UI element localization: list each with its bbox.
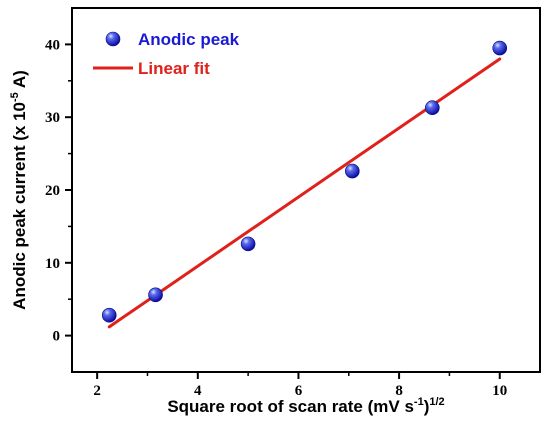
legend-marker-anodic-peak — [105, 31, 121, 47]
y-axis-label-prefix: Anodic peak current (x 10 — [10, 102, 29, 310]
y-axis-label-suffix: A) — [10, 70, 29, 92]
legend: Anodic peak Linear fit — [93, 30, 240, 78]
data-point — [344, 163, 360, 179]
y-axis-label-sup: -5 — [9, 92, 21, 102]
fit-line-layer — [107, 57, 502, 329]
y-tick-label: 20 — [45, 183, 60, 199]
y-axis-label: Anodic peak current (x 10-5 A) — [9, 70, 29, 310]
x-tick-label: 10 — [492, 383, 507, 399]
data-point — [148, 287, 163, 303]
y-tick-label: 40 — [45, 37, 60, 53]
x-tick-label: 4 — [194, 383, 202, 399]
data-point — [492, 40, 508, 56]
x-axis-label-sup2: 1/2 — [429, 396, 444, 408]
axis-ticks: 2 4 6 8 10 0 10 20 30 40 — [45, 37, 507, 399]
y-tick-label: 30 — [45, 110, 60, 126]
y-tick-label: 10 — [45, 256, 60, 272]
linear-fit-line — [107, 57, 502, 329]
x-tick-label: 6 — [295, 383, 303, 399]
x-tick-label: 2 — [93, 383, 101, 399]
data-points-layer — [101, 40, 508, 323]
x-axis-label: Square root of scan rate (mV s-1)1/2 — [167, 396, 444, 416]
legend-label-anodic-peak: Anodic peak — [138, 30, 240, 49]
y-tick-label: 0 — [53, 329, 61, 345]
legend-label-linear-fit: Linear fit — [138, 59, 210, 78]
x-tick-label: 8 — [395, 383, 403, 399]
x-axis-label-prefix: Square root of scan rate (mV s — [167, 397, 414, 416]
data-point — [425, 100, 440, 116]
x-axis-label-mid: ) — [424, 397, 430, 416]
data-point — [101, 307, 117, 323]
data-point — [240, 236, 256, 252]
x-axis-label-sup1: -1 — [414, 396, 424, 408]
